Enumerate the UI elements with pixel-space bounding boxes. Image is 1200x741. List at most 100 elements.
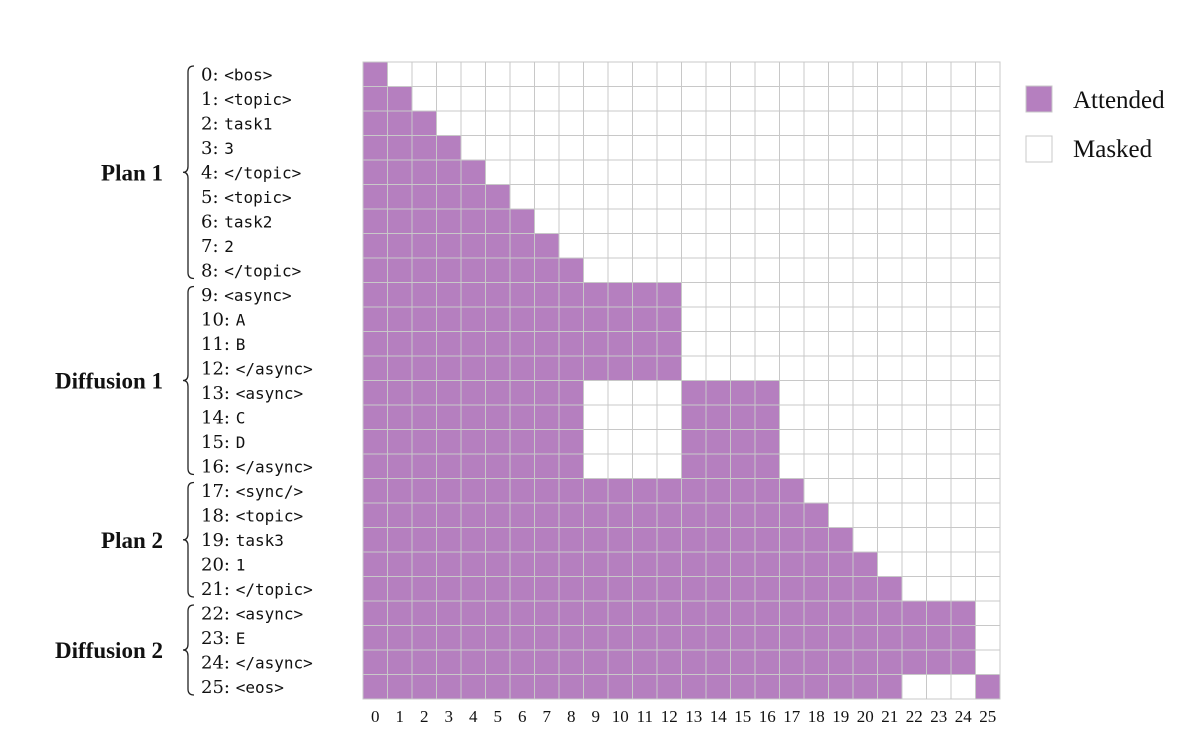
- attended-cell: [730, 649, 756, 675]
- attended-cell: [632, 331, 658, 357]
- masked-cell: [877, 208, 903, 234]
- masked-cell: [926, 282, 952, 308]
- attended-cell: [485, 600, 511, 626]
- row-token: 3: [224, 139, 234, 158]
- masked-cell: [828, 257, 854, 283]
- masked-cell: [411, 61, 437, 87]
- row-label: 15: D: [201, 432, 245, 453]
- masked-cell: [901, 135, 927, 161]
- attended-cell: [754, 551, 780, 577]
- attended-cell: [436, 331, 462, 357]
- row-token: task3: [236, 531, 284, 550]
- attended-cell: [656, 478, 682, 504]
- group-brace: [182, 65, 195, 280]
- column-label: 17: [783, 707, 801, 726]
- attended-cell: [387, 527, 413, 553]
- masked-cell: [730, 257, 756, 283]
- row-index: 14: [201, 407, 224, 428]
- masked-cell: [975, 61, 1001, 87]
- row-colon: :: [224, 505, 236, 526]
- row-colon: :: [224, 677, 236, 698]
- masked-cell: [558, 159, 584, 185]
- row-token: <topic>: [224, 90, 291, 109]
- masked-cell: [705, 184, 731, 210]
- attended-cell: [460, 257, 486, 283]
- row-index: 17: [201, 481, 224, 502]
- attended-cell: [411, 110, 437, 136]
- attended-cell: [730, 380, 756, 406]
- masked-cell: [950, 184, 976, 210]
- attended-cell: [460, 306, 486, 332]
- row-index: 24: [201, 652, 224, 673]
- masked-cell: [779, 61, 805, 87]
- masked-cell: [803, 380, 829, 406]
- attended-cell: [411, 478, 437, 504]
- masked-cell: [877, 453, 903, 479]
- attended-cell: [411, 355, 437, 381]
- masked-cell: [877, 184, 903, 210]
- masked-cell: [828, 110, 854, 136]
- masked-cell: [705, 135, 731, 161]
- masked-cell: [754, 86, 780, 112]
- attended-cell: [803, 600, 829, 626]
- attended-cell: [460, 429, 486, 455]
- attended-cell: [656, 551, 682, 577]
- row-colon: :: [224, 603, 236, 624]
- masked-cell: [877, 502, 903, 528]
- attended-cell: [901, 625, 927, 651]
- masked-cell: [607, 110, 633, 136]
- masked-cell: [975, 86, 1001, 112]
- attended-cell: [828, 576, 854, 602]
- group-label: Plan 2: [101, 528, 163, 553]
- row-token: <async>: [224, 286, 291, 305]
- attended-cell: [583, 576, 609, 602]
- masked-cell: [803, 404, 829, 430]
- attended-cell: [485, 576, 511, 602]
- row-index: 12: [201, 358, 224, 379]
- group-label: Plan 1: [101, 160, 163, 185]
- masked-cell: [828, 478, 854, 504]
- masked-cell: [632, 110, 658, 136]
- attended-cell: [607, 551, 633, 577]
- attended-cell: [681, 453, 707, 479]
- masked-cell: [558, 110, 584, 136]
- masked-cell: [828, 380, 854, 406]
- attended-cell: [901, 600, 927, 626]
- attended-cell: [705, 429, 731, 455]
- masked-cell: [779, 159, 805, 185]
- masked-cell: [926, 551, 952, 577]
- masked-cell: [460, 61, 486, 87]
- group-label: Diffusion 1: [55, 369, 163, 394]
- attended-cell: [387, 184, 413, 210]
- attended-cell: [779, 551, 805, 577]
- attended-cell: [436, 600, 462, 626]
- masked-cell: [509, 86, 535, 112]
- attended-cell: [411, 576, 437, 602]
- masked-cell: [901, 282, 927, 308]
- attended-cell: [803, 576, 829, 602]
- masked-cell: [852, 159, 878, 185]
- attended-cell: [362, 233, 388, 259]
- masked-cell: [485, 159, 511, 185]
- masked-cell: [975, 355, 1001, 381]
- attended-cell: [730, 625, 756, 651]
- attended-cell: [607, 331, 633, 357]
- attended-cell: [583, 478, 609, 504]
- attended-cell: [460, 453, 486, 479]
- attended-cell: [534, 625, 560, 651]
- masked-cell: [656, 208, 682, 234]
- masked-cell: [681, 184, 707, 210]
- masked-cell: [926, 429, 952, 455]
- masked-cell: [803, 429, 829, 455]
- masked-cell: [901, 184, 927, 210]
- attended-cell: [705, 576, 731, 602]
- attended-cell: [705, 453, 731, 479]
- attended-cell: [362, 453, 388, 479]
- masked-cell: [926, 208, 952, 234]
- masked-cell: [656, 404, 682, 430]
- masked-cell: [583, 257, 609, 283]
- attended-cell: [558, 331, 584, 357]
- masked-cell: [656, 86, 682, 112]
- row-token: <eos>: [236, 678, 284, 697]
- attended-cell: [387, 306, 413, 332]
